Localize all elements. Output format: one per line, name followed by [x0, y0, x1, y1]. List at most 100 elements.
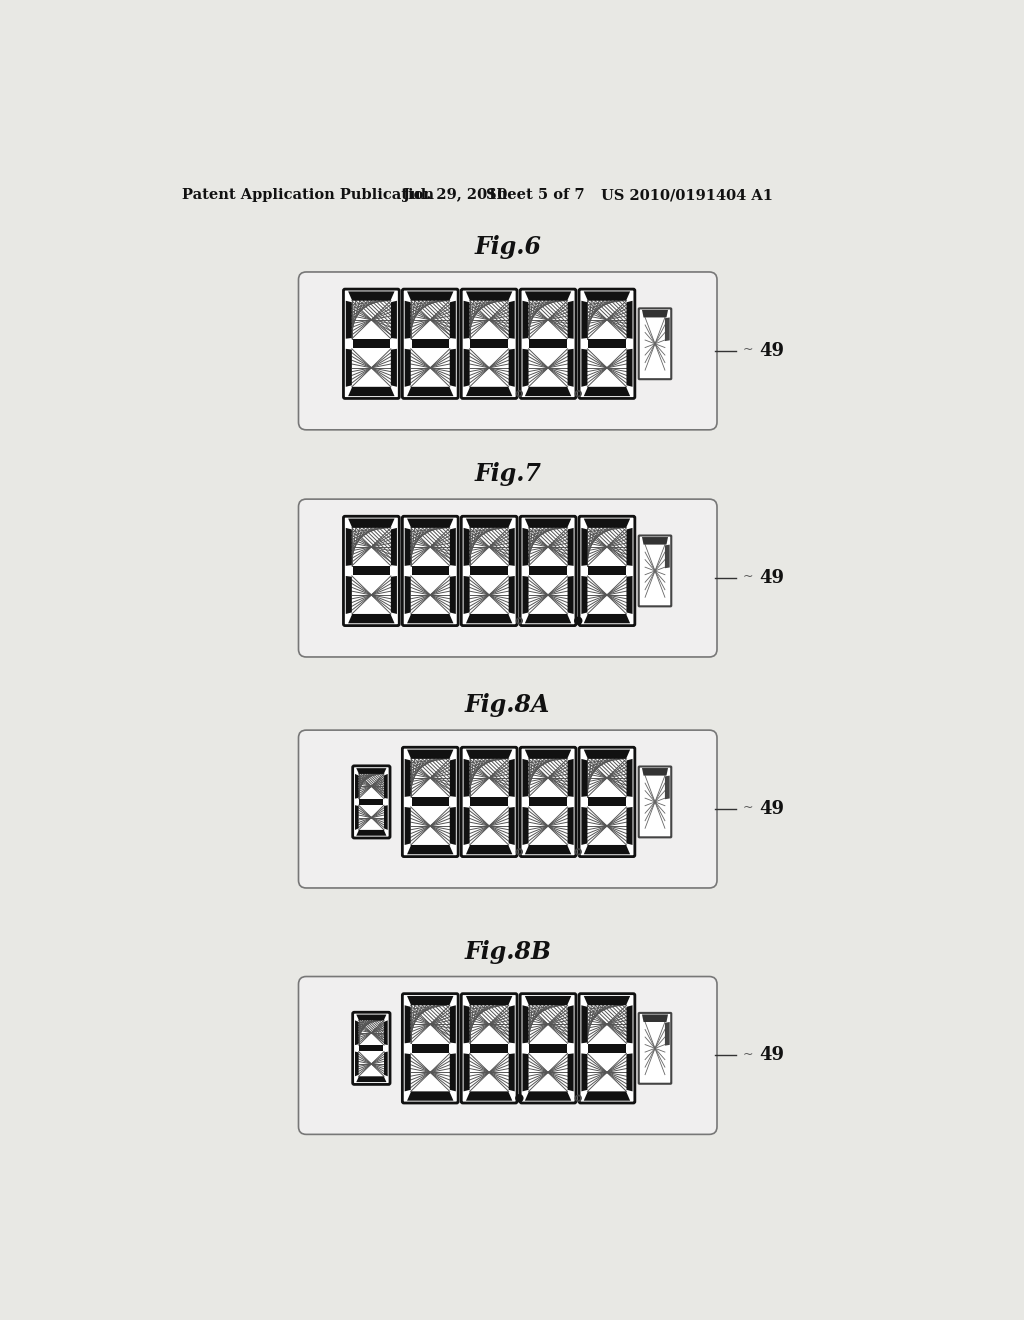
FancyBboxPatch shape [521, 748, 574, 855]
Polygon shape [348, 614, 394, 623]
FancyBboxPatch shape [581, 290, 634, 397]
Polygon shape [346, 576, 352, 614]
FancyBboxPatch shape [640, 767, 671, 837]
FancyBboxPatch shape [345, 290, 398, 397]
Polygon shape [355, 1020, 358, 1045]
FancyBboxPatch shape [463, 290, 516, 397]
Text: ~: ~ [742, 343, 754, 356]
Polygon shape [642, 310, 668, 317]
Polygon shape [567, 1053, 573, 1092]
Polygon shape [466, 387, 512, 396]
FancyBboxPatch shape [463, 995, 516, 1102]
Polygon shape [525, 292, 571, 301]
Polygon shape [584, 845, 630, 854]
Polygon shape [584, 387, 630, 396]
FancyBboxPatch shape [299, 977, 717, 1134]
Polygon shape [412, 566, 449, 576]
Polygon shape [359, 799, 383, 805]
Polygon shape [525, 1092, 571, 1101]
Polygon shape [352, 566, 390, 576]
Polygon shape [412, 797, 449, 807]
Polygon shape [408, 387, 454, 396]
Polygon shape [627, 1053, 633, 1092]
Polygon shape [464, 301, 470, 339]
Polygon shape [355, 774, 358, 799]
Polygon shape [384, 805, 388, 830]
Polygon shape [665, 1022, 670, 1045]
Polygon shape [522, 807, 528, 845]
Polygon shape [525, 845, 571, 854]
Polygon shape [466, 750, 512, 759]
Polygon shape [346, 348, 352, 387]
Polygon shape [584, 519, 630, 528]
Polygon shape [567, 528, 573, 566]
Polygon shape [470, 566, 508, 576]
FancyBboxPatch shape [521, 995, 574, 1102]
Polygon shape [359, 1045, 383, 1051]
FancyBboxPatch shape [521, 517, 574, 624]
Polygon shape [665, 545, 670, 568]
Polygon shape [522, 1053, 528, 1092]
Polygon shape [525, 387, 571, 396]
Polygon shape [509, 807, 515, 845]
Polygon shape [588, 339, 626, 348]
Polygon shape [464, 1006, 470, 1043]
Polygon shape [642, 1015, 668, 1022]
Polygon shape [529, 566, 566, 576]
Polygon shape [522, 759, 528, 797]
Polygon shape [346, 301, 352, 339]
Polygon shape [404, 759, 411, 797]
Polygon shape [355, 1052, 358, 1076]
Polygon shape [627, 807, 633, 845]
Polygon shape [582, 1006, 588, 1043]
Polygon shape [588, 566, 626, 576]
Polygon shape [391, 576, 397, 614]
Polygon shape [408, 519, 454, 528]
Polygon shape [509, 348, 515, 387]
Polygon shape [525, 614, 571, 623]
Polygon shape [408, 1092, 454, 1101]
Polygon shape [582, 528, 588, 566]
Text: 49: 49 [760, 569, 784, 587]
Polygon shape [588, 797, 626, 807]
Text: ~: ~ [742, 1047, 754, 1060]
Polygon shape [584, 750, 630, 759]
Polygon shape [509, 301, 515, 339]
Polygon shape [356, 1015, 386, 1020]
Polygon shape [408, 750, 454, 759]
Polygon shape [525, 750, 571, 759]
Text: 49: 49 [760, 342, 784, 360]
Polygon shape [509, 528, 515, 566]
Polygon shape [567, 348, 573, 387]
Polygon shape [567, 301, 573, 339]
FancyBboxPatch shape [521, 290, 574, 397]
FancyBboxPatch shape [403, 748, 457, 855]
Polygon shape [665, 317, 670, 341]
Text: Jul. 29, 2010: Jul. 29, 2010 [403, 189, 508, 202]
Polygon shape [464, 1053, 470, 1092]
Text: Patent Application Publication: Patent Application Publication [182, 189, 434, 202]
Polygon shape [404, 348, 411, 387]
Polygon shape [509, 1053, 515, 1092]
Polygon shape [450, 576, 456, 614]
Polygon shape [470, 1044, 508, 1053]
Polygon shape [356, 1076, 386, 1082]
Text: Fig.7: Fig.7 [474, 462, 542, 487]
Polygon shape [464, 528, 470, 566]
Polygon shape [464, 348, 470, 387]
FancyBboxPatch shape [581, 748, 634, 855]
Polygon shape [384, 774, 388, 799]
Polygon shape [509, 759, 515, 797]
FancyBboxPatch shape [640, 309, 671, 379]
Polygon shape [404, 576, 411, 614]
Polygon shape [384, 1020, 388, 1045]
Text: Fig.8B: Fig.8B [464, 940, 551, 964]
FancyBboxPatch shape [403, 290, 457, 397]
Polygon shape [567, 759, 573, 797]
Polygon shape [450, 1006, 456, 1043]
Polygon shape [464, 807, 470, 845]
Polygon shape [627, 1006, 633, 1043]
Polygon shape [408, 614, 454, 623]
Polygon shape [391, 348, 397, 387]
Polygon shape [627, 759, 633, 797]
